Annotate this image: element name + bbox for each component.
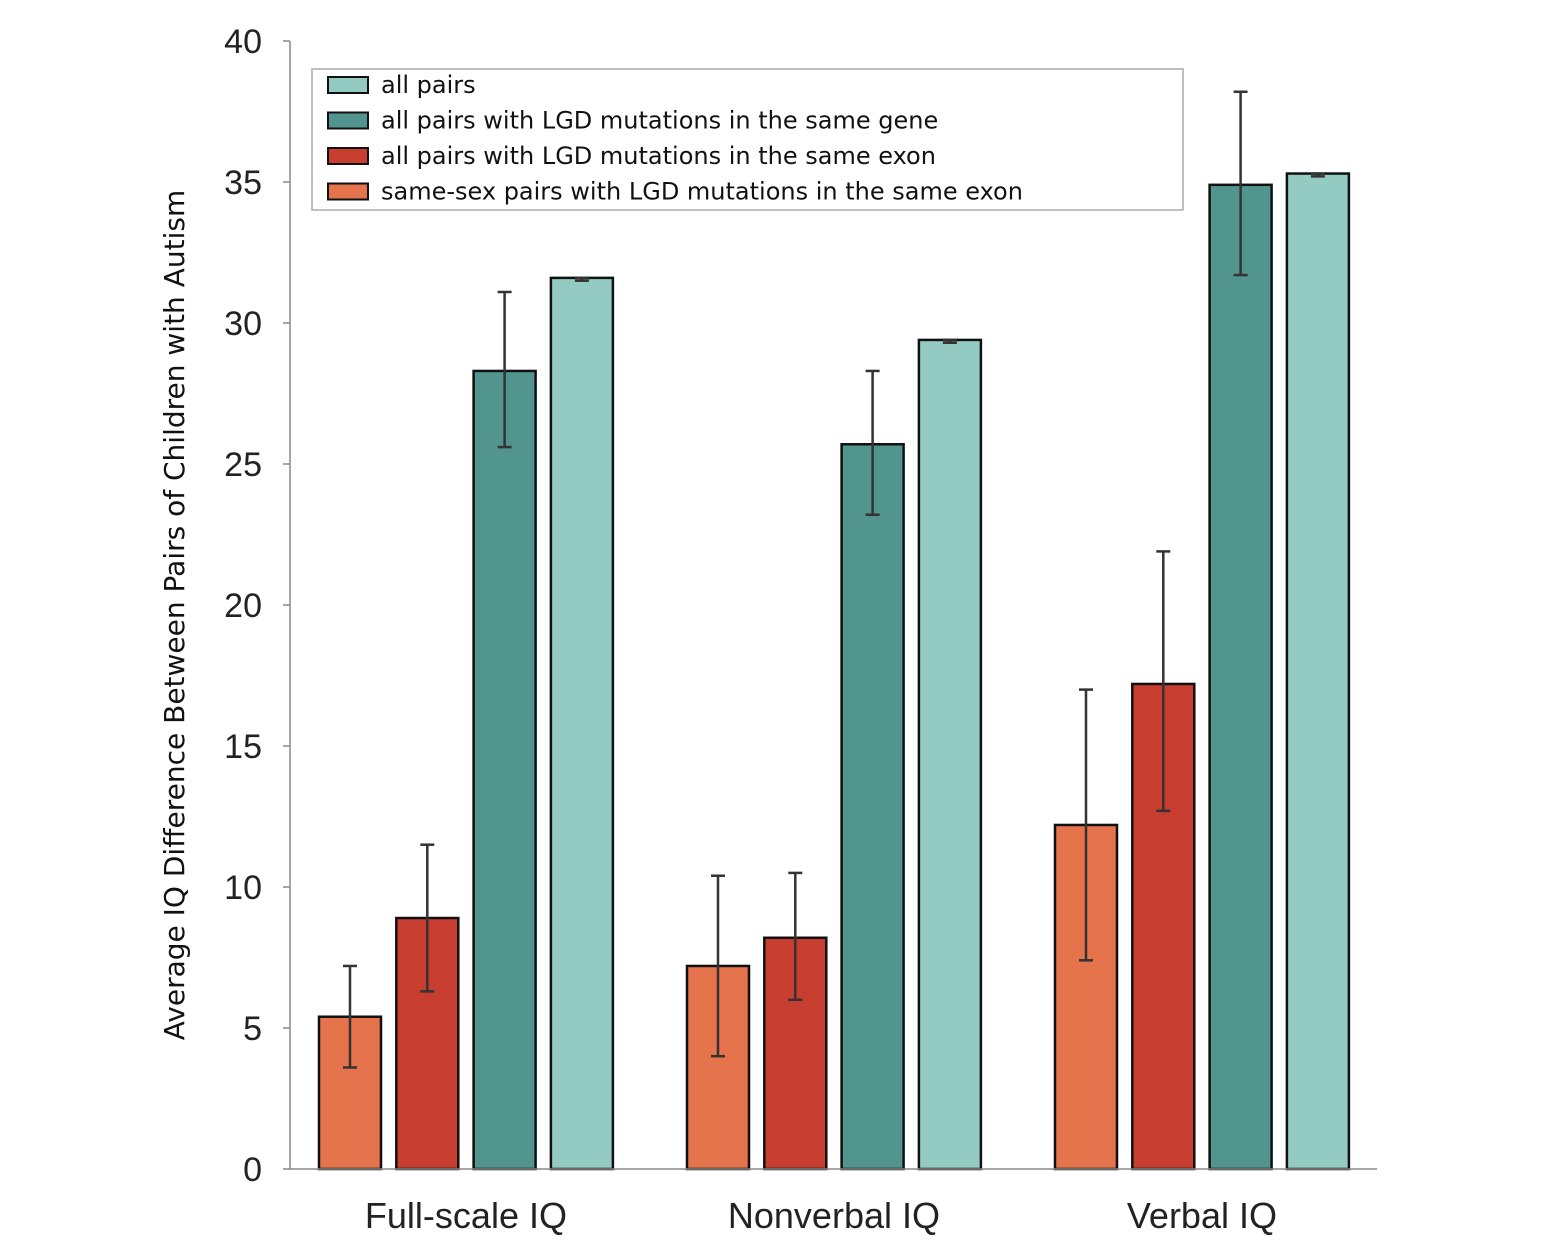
legend-box: [311, 68, 1184, 211]
legend-swatch: [327, 76, 369, 94]
legend-swatch: [327, 111, 369, 130]
legend-label: same-sex pairs with LGD mutations in the…: [381, 178, 1023, 206]
y-tick-label: 10: [224, 869, 262, 907]
y-tick-label: 0: [243, 1151, 262, 1189]
y-axis-label: Average IQ Difference Between Pairs of C…: [158, 190, 191, 1040]
y-tick-label: 5: [243, 1010, 262, 1048]
legend-swatch: [327, 182, 369, 201]
bar: [840, 443, 905, 1171]
bar: [1285, 172, 1351, 1171]
bar: [917, 338, 983, 1171]
y-tick-label: 20: [224, 587, 262, 625]
y-tick-label: 25: [224, 446, 262, 484]
y-tick-label: 15: [224, 728, 262, 766]
bar: [549, 276, 615, 1171]
bar: [1208, 183, 1273, 1171]
y-tick-label: 30: [224, 305, 262, 343]
y-tick-label: 40: [224, 23, 262, 61]
x-category-label: Verbal IQ: [1127, 1195, 1277, 1236]
legend-label: all pairs: [381, 71, 476, 99]
y-tick-label: 35: [224, 164, 262, 202]
bars-layer: [317, 90, 1351, 1171]
x-category-label: Full-scale IQ: [365, 1195, 567, 1236]
legend-label: all pairs with LGD mutations in the same…: [381, 142, 936, 170]
axes-layer: 0 5 10 15 20 25 30 35 40 Full-scale IQ Nonverbal I…: [224, 23, 1377, 1236]
legend: all pairs all pairs with LGD mutations in…: [311, 68, 1184, 211]
legend-swatch: [327, 147, 369, 165]
bar: [472, 369, 537, 1171]
legend-label: all pairs with LGD mutations in the same…: [381, 107, 938, 135]
x-category-label: Nonverbal IQ: [728, 1195, 940, 1236]
